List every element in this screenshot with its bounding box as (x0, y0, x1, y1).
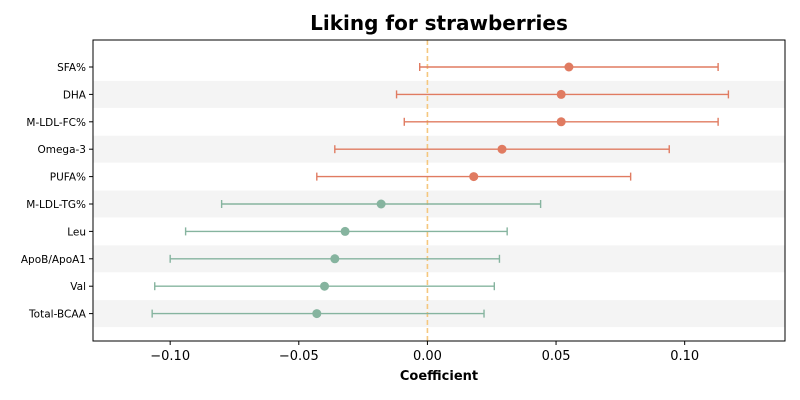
point-estimate (564, 62, 574, 72)
y-tick-label: Val (70, 281, 86, 293)
y-tick-label: M-LDL-FC% (26, 117, 86, 129)
point-estimate (312, 309, 322, 319)
point-estimate (320, 281, 330, 291)
x-tick-label: 0.05 (542, 349, 571, 364)
y-tick-label: Omega-3 (37, 144, 86, 156)
point-estimate (330, 254, 340, 264)
x-tick-label: 0.10 (670, 349, 699, 364)
x-axis-label: Coefficient (400, 369, 478, 384)
x-tick-label: 0.00 (413, 349, 442, 364)
point-estimate (556, 117, 566, 127)
y-tick-label: SFA% (57, 62, 86, 74)
point-estimate (376, 199, 386, 209)
point-estimate (340, 226, 350, 236)
plot-frame (92, 39, 786, 342)
chart-title: Liking for strawberries (310, 11, 568, 35)
x-tick-label: −0.05 (279, 349, 319, 364)
y-tick-label: PUFA% (50, 172, 86, 184)
y-axis-ticks: SFA% DHA M-LDL-FC% Omega-3 PUFA% M-LDL-TG% Leu… (21, 62, 93, 321)
point-estimate (469, 172, 479, 182)
coefficient-marks (151, 62, 730, 319)
y-tick-label: ApoB/ApoA1 (21, 254, 86, 266)
point-estimate (497, 144, 507, 154)
y-tick-label: Leu (67, 226, 86, 238)
x-tick-label: −0.10 (150, 349, 190, 364)
y-tick-label: Total-BCAA (28, 309, 87, 321)
point-estimate (556, 89, 566, 99)
y-tick-label: DHA (63, 89, 87, 101)
y-tick-label: M-LDL-TG% (26, 199, 86, 211)
x-axis-ticks: −0.10 −0.05 0.00 0.05 0.10 (150, 341, 699, 364)
